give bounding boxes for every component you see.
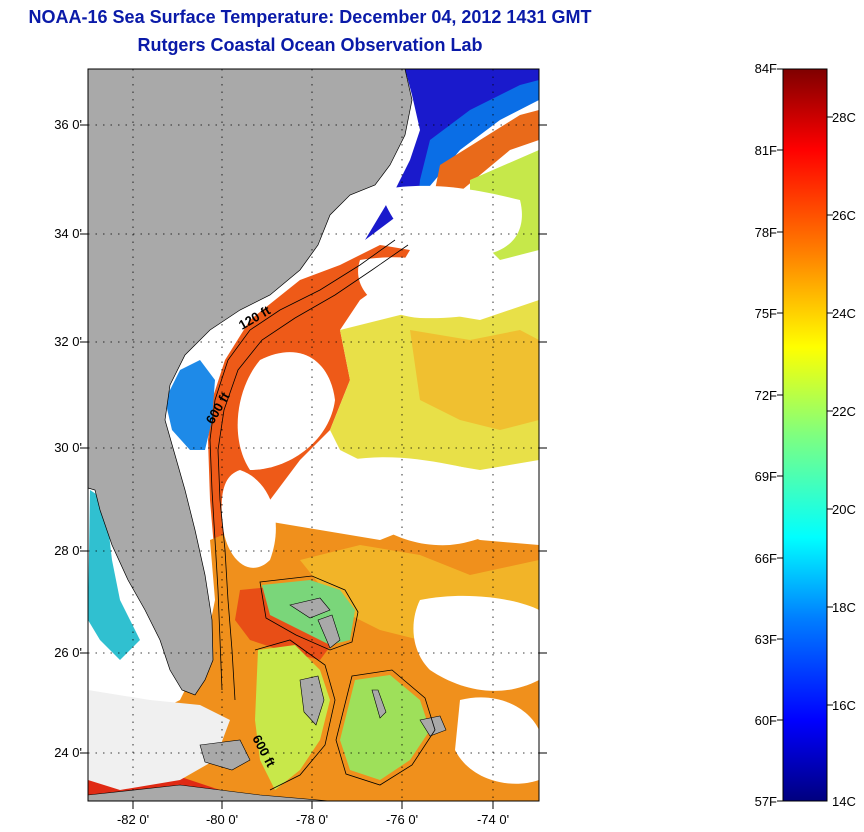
colorbar-label-16c: 16C [832, 698, 856, 713]
map-title: NOAA-16 Sea Surface Temperature: Decembe… [28, 7, 592, 27]
cat-island [419, 715, 447, 737]
lat-tick-label-26: 26 0' [54, 645, 82, 660]
colorbar-label-18c: 18C [832, 600, 856, 615]
colorbar-label-81f: 81F [754, 143, 777, 158]
colorbar-label-75f: 75F [754, 306, 777, 321]
cloud-patch [237, 352, 335, 470]
map-frame [87, 68, 540, 802]
colorbar-label-14c: 14C [832, 794, 856, 809]
colorbar-label-84f: 84F [754, 61, 777, 76]
lat-tick-label-36: 36 0' [54, 117, 82, 132]
lon-tick-label-74: -74 0' [476, 812, 510, 827]
cloud-patch [413, 595, 539, 691]
eleuthera-island [371, 689, 387, 719]
colorbar-label-28c: 28C [832, 110, 856, 125]
colorbar-label-22c: 22C [832, 404, 856, 419]
colorbar-label-66f: 66F [754, 551, 777, 566]
cloud-patch [345, 457, 522, 546]
bahama-bank-east [340, 675, 430, 780]
colorbar-label-20c: 20C [832, 502, 856, 517]
contour-little-bahama [259, 575, 359, 651]
axis-ticks [80, 124, 547, 809]
colorbar [782, 68, 828, 802]
us-mainland-land [88, 69, 413, 696]
map-subtitle: Rutgers Coastal Ocean Observation Lab [137, 35, 483, 55]
colorbar-label-69f: 69F [754, 469, 777, 484]
graticule [88, 69, 539, 801]
colorbar-label-24c: 24C [832, 306, 856, 321]
cold-water-band [418, 80, 539, 200]
colorbar-label-78f: 78F [754, 225, 777, 240]
lon-tick-label-78: -78 0' [295, 812, 329, 827]
cloud-patch [358, 257, 520, 319]
colorbar-label-57f: 57F [754, 794, 777, 809]
contour-bahama-east [335, 669, 436, 786]
lon-tick-label-76: -76 0' [385, 812, 419, 827]
cuba-land [88, 784, 331, 801]
lat-tick-label-24: 24 0' [54, 745, 82, 760]
cuba-coast [199, 739, 251, 771]
abaco-island [317, 614, 341, 649]
colorbar-label-60f: 60F [754, 713, 777, 728]
colorbar-label-63f: 63F [754, 632, 777, 647]
cloud-patch [88, 690, 230, 790]
lat-tick-label-34: 34 0' [54, 226, 82, 241]
contour-120ft [209, 239, 396, 691]
grand-bahama-island [289, 597, 331, 619]
coastal-cold-water [165, 360, 215, 450]
colorbar-label-26c: 26C [832, 208, 856, 223]
gulf-coast-water [88, 490, 140, 660]
colorbar-label-72f: 72F [754, 388, 777, 403]
lat-tick-label-32: 32 0' [54, 334, 82, 349]
warm-patch [410, 330, 539, 430]
lat-tick-label-30: 30 0' [54, 440, 82, 455]
lat-tick-label-28: 28 0' [54, 543, 82, 558]
lon-tick-label-80: -80 0' [205, 812, 239, 827]
cloud-patch [455, 697, 539, 784]
colorbar-ticks [777, 68, 833, 802]
cloud-patch [380, 185, 522, 256]
lon-tick-label-82: -82 0' [116, 812, 150, 827]
cloud-patch [221, 470, 276, 568]
contour-bahama-bank [254, 639, 336, 791]
contour-600ft [217, 244, 409, 701]
